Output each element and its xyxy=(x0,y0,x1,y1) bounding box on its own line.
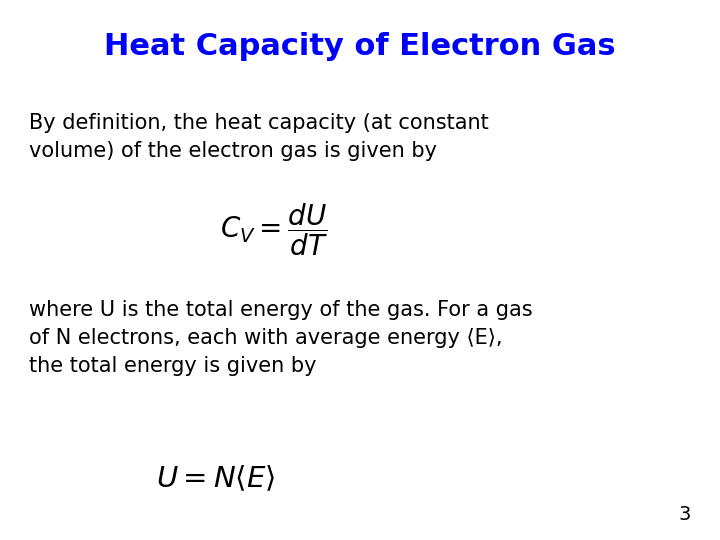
Text: $U = N\langle E\rangle$: $U = N\langle E\rangle$ xyxy=(156,463,276,492)
Text: where U is the total energy of the gas. For a gas
of N electrons, each with aver: where U is the total energy of the gas. … xyxy=(29,300,532,376)
Text: Heat Capacity of Electron Gas: Heat Capacity of Electron Gas xyxy=(104,32,616,62)
Text: $C_{V} = \dfrac{dU}{dT}$: $C_{V} = \dfrac{dU}{dT}$ xyxy=(220,201,328,258)
Text: By definition, the heat capacity (at constant
volume) of the electron gas is giv: By definition, the heat capacity (at con… xyxy=(29,113,489,161)
Text: 3: 3 xyxy=(679,505,691,524)
